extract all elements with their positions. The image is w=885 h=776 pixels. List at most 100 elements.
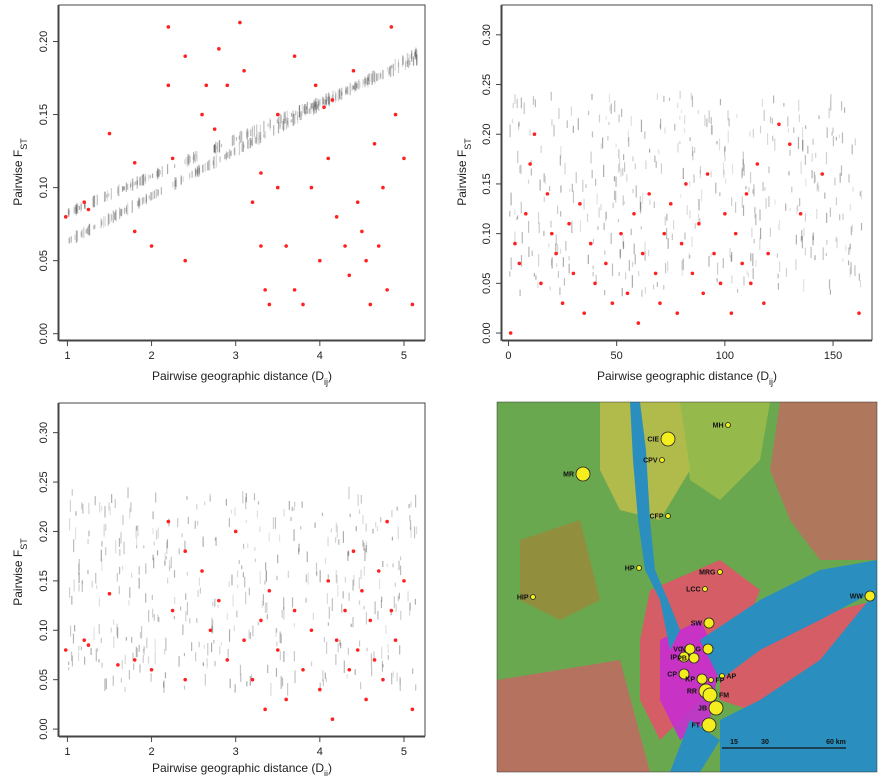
observed-fst-point [376,569,381,573]
observed-fst-point [545,192,550,196]
observed-fst-point [225,83,230,88]
site-label: IP [670,655,677,662]
x-tick-label: 1 [64,746,70,758]
observed-fst-point [351,68,356,73]
x-axis-label: Pairwise geographic distance (Dij) [152,761,332,776]
observed-fst-point [368,302,373,307]
observed-fst-point [334,638,339,642]
site-label: SW [691,621,703,628]
observed-fst-point [410,707,415,712]
atlantic-ocean [720,590,877,772]
observed-fst-point [697,221,701,226]
site-circle [688,652,700,664]
observed-fst-point [662,231,667,236]
site-marker-cp: CP [667,668,690,680]
site-label: MH [713,423,724,430]
observed-fst-point [292,608,297,613]
observed-fst-point [740,261,744,266]
observed-fst-point [347,668,352,672]
observed-fst-point [668,202,673,206]
observed-fst-point [347,273,352,278]
site-circle [696,673,708,685]
site-circle [678,668,690,680]
site-circle [665,513,671,519]
site-circle [717,569,723,575]
observed-fst-point [684,182,688,186]
observed-fst-point [690,271,695,276]
observed-fst-point [777,122,781,127]
study-site-map: MHCIECPVMRCFPHPMRGLCCHIPWWSWNYBGVCIPPBCP… [496,401,878,773]
site-label: CFP [650,514,664,521]
agriculture-area [680,402,770,500]
observed-fst-point [275,112,280,117]
observed-fst-point [86,643,91,647]
y-tick-label: 0.15 [38,104,50,125]
site-circle [636,565,642,571]
site-label: HIP [517,595,529,602]
observed-fst-point [63,648,68,652]
site-circle [725,422,731,428]
observed-fst-point [275,185,280,190]
observed-fst-point [63,215,68,219]
site-label: WW [850,594,864,601]
observed-fst-point [326,156,331,161]
observed-fst-point [200,569,204,573]
site-marker-sw: SW [691,617,715,629]
x-tick-label: 50 [611,350,623,362]
observed-fst-point [364,258,368,263]
observed-fst-point [571,271,576,276]
observed-fst-point [658,301,662,306]
x-axis-label: Pairwise geographic distance (Dij) [152,369,332,387]
x-tick-label: 1 [64,350,70,362]
observed-fst-point [381,677,385,682]
observed-fst-point [389,25,394,29]
observed-fst-point [309,628,314,633]
observed-fst-point [385,519,389,524]
observed-fst-point [250,200,255,205]
observed-fst-point [166,83,171,88]
y-tick-label: 0.20 [38,521,50,542]
observed-fst-point [368,618,373,623]
observed-fst-point [233,529,238,534]
observed-fst-point [376,244,381,248]
observed-fst-point [212,127,217,131]
plot-frame [58,4,426,341]
site-circle [864,590,876,602]
observed-fst-point [330,98,335,102]
observed-fst-point [166,25,171,29]
scale-label-60: 60 km [826,739,846,746]
site-label: RR [687,689,697,696]
x-tick-label: 2 [148,350,154,362]
observed-fst-point [149,668,154,672]
x-tick-label: 3 [233,746,239,758]
observed-fst-point [170,608,175,613]
y-tick-label: 0.20 [38,31,50,52]
x-axis-label: Pairwise geographic distance (Dij) [597,369,777,387]
observed-fst-point [309,185,314,190]
observed-fst-point [343,608,347,613]
x-tick-label: 4 [317,350,323,362]
observed-fst-point [301,302,305,307]
observed-fst-point [318,258,322,263]
x-tick-label: 3 [233,350,239,362]
site-marker-fp: FP [708,677,725,685]
observed-fst-point [723,211,727,216]
observed-fst-point [787,142,792,146]
site-label: MR [563,472,574,479]
x-tick-label: 5 [401,746,407,758]
x-tick-label: 150 [824,350,842,362]
y-tick-label: 0.15 [481,173,493,194]
site-circle [703,617,715,629]
y-tick-label: 0.05 [38,250,50,271]
scale-bar: 15 30 60 km [722,739,846,749]
y-tick-label: 0.30 [481,24,493,45]
observed-fst-point [675,311,680,315]
observed-fst-point [259,618,263,623]
y-axis-label: Pairwise FST [11,138,29,206]
y-tick-label: 0.20 [481,124,493,145]
observed-fst-point [381,185,385,190]
observed-fst-point [517,261,522,266]
observed-fst-point [275,648,280,652]
observed-fst-point [389,608,394,613]
x-tick-label: 100 [716,350,734,362]
